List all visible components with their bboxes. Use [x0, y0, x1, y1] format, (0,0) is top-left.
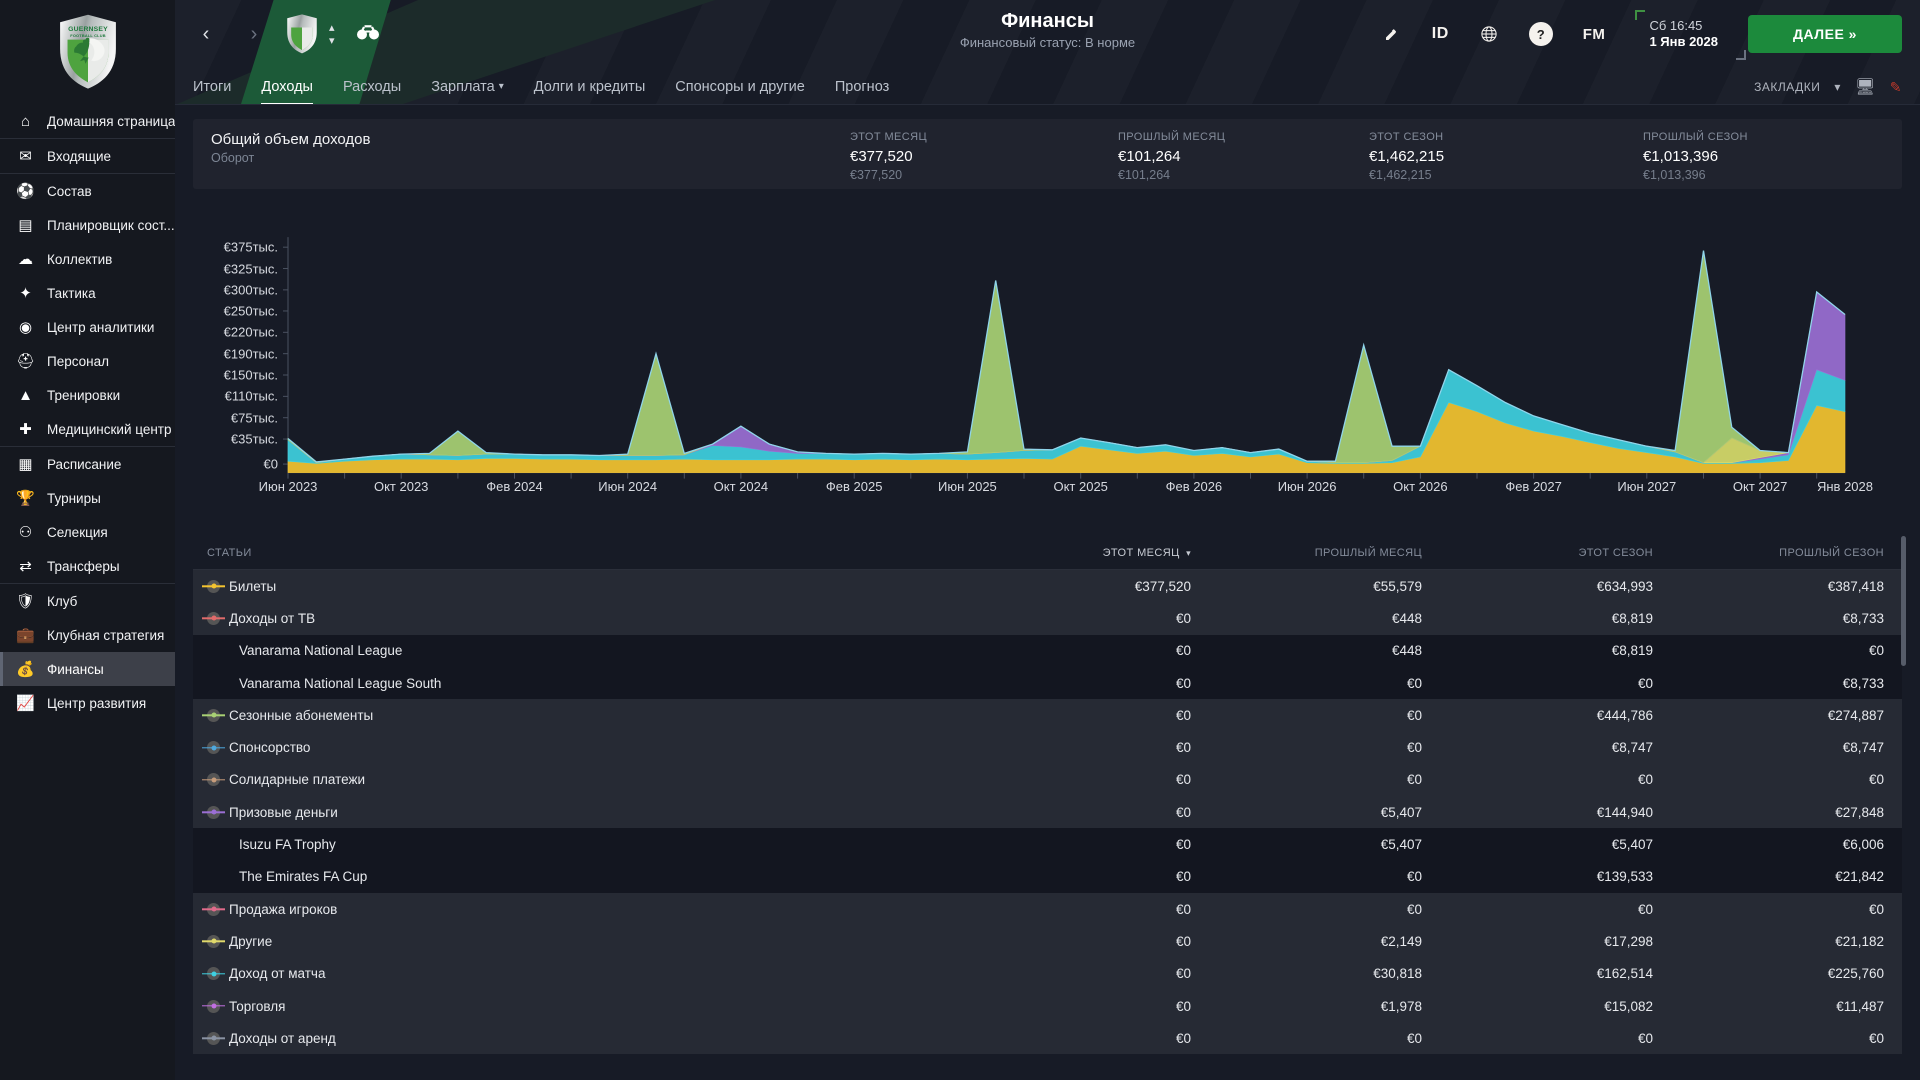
svg-text:FOOTBALL CLUB: FOOTBALL CLUB — [70, 33, 105, 38]
svg-text:GUERNSEY: GUERNSEY — [68, 26, 108, 33]
